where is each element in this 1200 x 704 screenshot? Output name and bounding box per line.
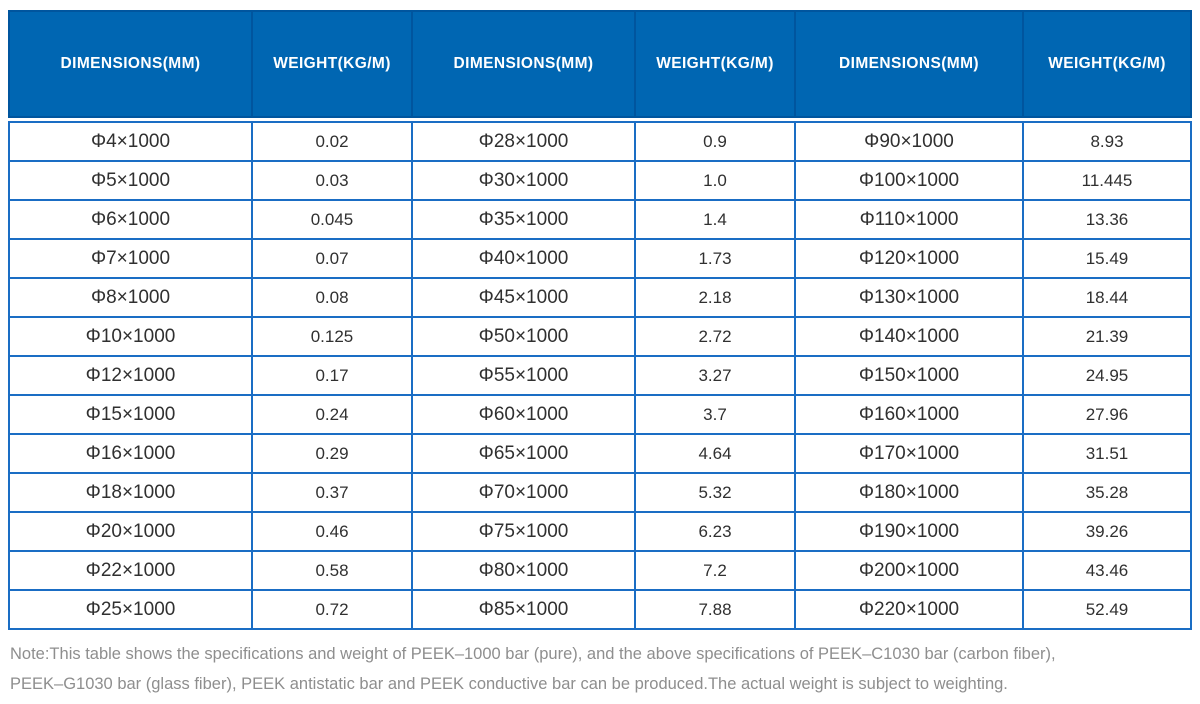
weight-cell: 6.23 <box>636 513 794 550</box>
dimensions-cell: Φ8×1000 <box>10 279 251 316</box>
weight-cell: 3.7 <box>636 396 794 433</box>
weight-cell: 18.44 <box>1024 279 1190 316</box>
weight-cell: 0.46 <box>253 513 411 550</box>
dimensions-cell: Φ5×1000 <box>10 162 251 199</box>
dimensions-cell: Φ40×1000 <box>413 240 634 277</box>
weight-cell: 52.49 <box>1024 591 1190 628</box>
header-dimensions-2: DIMENSIONS(MM) <box>413 12 634 116</box>
dimensions-cell: Φ90×1000 <box>796 123 1022 160</box>
weight-cell: 35.28 <box>1024 474 1190 511</box>
dimensions-cell: Φ150×1000 <box>796 357 1022 394</box>
dimensions-cell: Φ35×1000 <box>413 201 634 238</box>
weight-cell: 0.045 <box>253 201 411 238</box>
weight-cell: 0.24 <box>253 396 411 433</box>
spec-table: DIMENSIONS(MM) WEIGHT(KG/M) DIMENSIONS(M… <box>8 10 1192 630</box>
weight-cell: 0.17 <box>253 357 411 394</box>
header-weight-3: WEIGHT(KG/M) <box>1024 12 1190 116</box>
dimensions-cell: Φ120×1000 <box>796 240 1022 277</box>
dimensions-cell: Φ130×1000 <box>796 279 1022 316</box>
dimensions-cell: Φ85×1000 <box>413 591 634 628</box>
weight-cell: 2.72 <box>636 318 794 355</box>
weight-cell: 24.95 <box>1024 357 1190 394</box>
dimensions-cell: Φ100×1000 <box>796 162 1022 199</box>
weight-cell: 43.46 <box>1024 552 1190 589</box>
weight-cell: 13.36 <box>1024 201 1190 238</box>
weight-cell: 0.02 <box>253 123 411 160</box>
dimensions-cell: Φ65×1000 <box>413 435 634 472</box>
note-line-2: PEEK–G1030 bar (glass fiber), PEEK antis… <box>10 675 1008 693</box>
dimensions-cell: Φ60×1000 <box>413 396 634 433</box>
dimensions-cell: Φ190×1000 <box>796 513 1022 550</box>
dimensions-cell: Φ25×1000 <box>10 591 251 628</box>
dimensions-cell: Φ22×1000 <box>10 552 251 589</box>
weight-cell: 7.88 <box>636 591 794 628</box>
weight-cell: 0.72 <box>253 591 411 628</box>
dimensions-cell: Φ170×1000 <box>796 435 1022 472</box>
weight-cell: 7.2 <box>636 552 794 589</box>
weight-cell: 0.58 <box>253 552 411 589</box>
weight-cell: 21.39 <box>1024 318 1190 355</box>
weight-cell: 5.32 <box>636 474 794 511</box>
dimensions-cell: Φ140×1000 <box>796 318 1022 355</box>
dimensions-cell: Φ220×1000 <box>796 591 1022 628</box>
dimensions-cell: Φ4×1000 <box>10 123 251 160</box>
dimensions-cell: Φ6×1000 <box>10 201 251 238</box>
weight-cell: 2.18 <box>636 279 794 316</box>
weight-cell: 31.51 <box>1024 435 1190 472</box>
header-dimensions-3: DIMENSIONS(MM) <box>796 12 1022 116</box>
weight-cell: 39.26 <box>1024 513 1190 550</box>
weight-cell: 0.29 <box>253 435 411 472</box>
dimensions-cell: Φ50×1000 <box>413 318 634 355</box>
dimensions-cell: Φ18×1000 <box>10 474 251 511</box>
dimensions-cell: Φ12×1000 <box>10 357 251 394</box>
header-weight-1: WEIGHT(KG/M) <box>253 12 411 116</box>
weight-cell: 0.37 <box>253 474 411 511</box>
weight-cell: 0.9 <box>636 123 794 160</box>
weight-cell: 4.64 <box>636 435 794 472</box>
dimensions-cell: Φ80×1000 <box>413 552 634 589</box>
table-body: Φ4×1000 0.02 Φ28×1000 0.9 Φ90×1000 8.93 Φ5×100… <box>8 121 1192 630</box>
dimensions-cell: Φ55×1000 <box>413 357 634 394</box>
note-line-1: Note:This table shows the specifications… <box>10 645 1056 663</box>
weight-cell: 27.96 <box>1024 396 1190 433</box>
dimensions-cell: Φ70×1000 <box>413 474 634 511</box>
weight-cell: 0.07 <box>253 240 411 277</box>
weight-cell: 1.4 <box>636 201 794 238</box>
weight-cell: 1.73 <box>636 240 794 277</box>
dimensions-cell: Φ10×1000 <box>10 318 251 355</box>
weight-cell: 0.08 <box>253 279 411 316</box>
weight-cell: 11.445 <box>1024 162 1190 199</box>
weight-cell: 3.27 <box>636 357 794 394</box>
note-text: Note:This table shows the specifications… <box>10 639 1192 699</box>
weight-cell: 0.03 <box>253 162 411 199</box>
dimensions-cell: Φ20×1000 <box>10 513 251 550</box>
weight-cell: 0.125 <box>253 318 411 355</box>
dimensions-cell: Φ160×1000 <box>796 396 1022 433</box>
dimensions-cell: Φ110×1000 <box>796 201 1022 238</box>
dimensions-cell: Φ200×1000 <box>796 552 1022 589</box>
dimensions-cell: Φ16×1000 <box>10 435 251 472</box>
weight-cell: 1.0 <box>636 162 794 199</box>
header-dimensions-1: DIMENSIONS(MM) <box>10 12 251 116</box>
table-header-row: DIMENSIONS(MM) WEIGHT(KG/M) DIMENSIONS(M… <box>8 10 1192 118</box>
dimensions-cell: Φ7×1000 <box>10 240 251 277</box>
dimensions-cell: Φ75×1000 <box>413 513 634 550</box>
dimensions-cell: Φ15×1000 <box>10 396 251 433</box>
weight-cell: 8.93 <box>1024 123 1190 160</box>
dimensions-cell: Φ45×1000 <box>413 279 634 316</box>
header-weight-2: WEIGHT(KG/M) <box>636 12 794 116</box>
weight-cell: 15.49 <box>1024 240 1190 277</box>
dimensions-cell: Φ30×1000 <box>413 162 634 199</box>
dimensions-cell: Φ28×1000 <box>413 123 634 160</box>
dimensions-cell: Φ180×1000 <box>796 474 1022 511</box>
